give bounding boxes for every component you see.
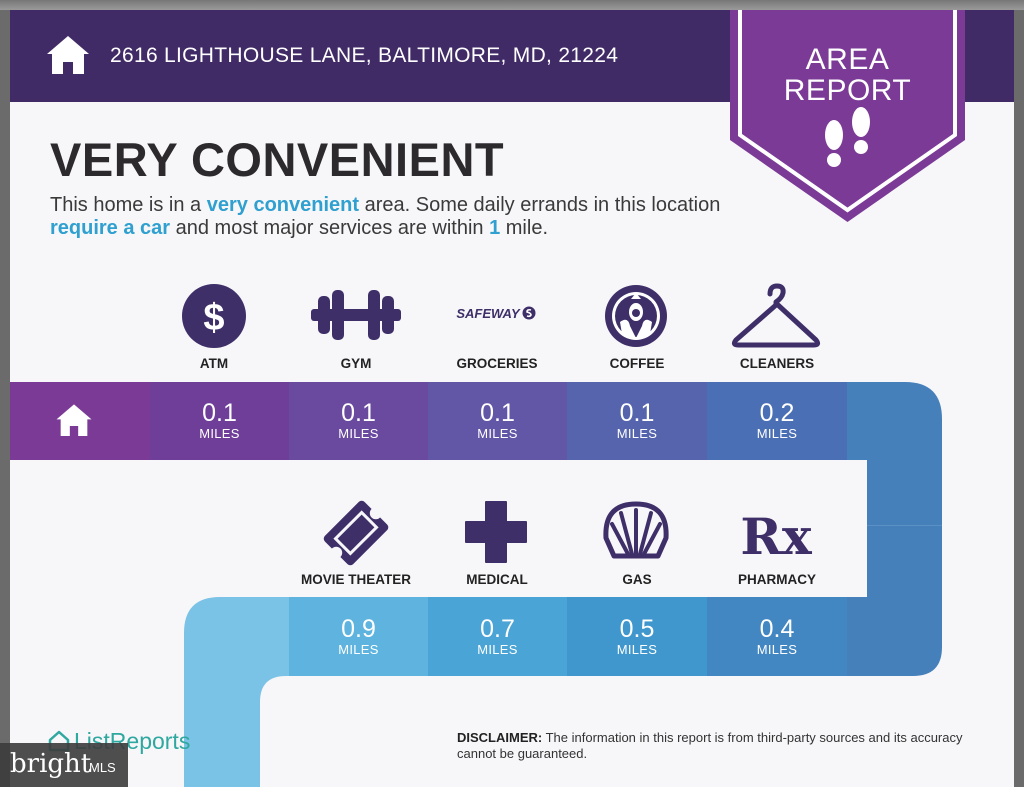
desc-highlight-2: require a car [50, 217, 171, 239]
label-coffee: COFFEE [609, 356, 665, 371]
disclaimer-label: DISCLAIMER: [457, 730, 543, 745]
distance-value: 0.1 [619, 399, 655, 427]
desc-part-1: This home is in a [50, 194, 207, 216]
safeway-logo: SAFEWAY [446, 305, 546, 329]
dollar-icon: $ [182, 284, 246, 348]
distance-unit: MILES [338, 426, 379, 441]
distance-value: 0.9 [341, 615, 376, 643]
distance-value: 0.7 [480, 615, 515, 643]
distance-value: 0.1 [341, 399, 376, 427]
distance-unit: MILES [756, 642, 798, 657]
badge-line-1: AREA [805, 43, 890, 76]
badge-line-2: REPORT [783, 74, 912, 107]
distance-value: 0.2 [759, 399, 795, 427]
hanger-icon [731, 283, 821, 348]
distance-cell-movie-theater: 0.9 MILES [289, 616, 428, 658]
distance-value: 0.1 [480, 399, 515, 427]
distance-cell-medical: 0.7 MILES [428, 616, 567, 658]
watermark-suffix: MLS [89, 760, 116, 775]
label-gym: GYM [340, 356, 372, 371]
desc-highlight-3: 1 [489, 217, 501, 239]
disclaimer-text: The information in this report is from t… [457, 730, 963, 761]
property-address: 2616 LIGHTHOUSE LANE, BALTIMORE, MD, 212… [110, 44, 619, 67]
distance-cell-gas: 0.5 MILES [567, 616, 707, 658]
desc-part-3: and most major services are within [170, 217, 490, 239]
watermark-brand: bright [10, 749, 92, 779]
top-shade [0, 0, 1024, 10]
label-atm: ATM [199, 356, 229, 371]
distance-unit: MILES [756, 426, 798, 441]
badge-title: AREA REPORT [730, 44, 965, 106]
svg-text:Rx: Rx [740, 507, 813, 566]
home-marker-icon [56, 404, 92, 436]
distance-value: 0.5 [619, 615, 655, 643]
svg-text:$: $ [203, 297, 224, 339]
disclaimer: DISCLAIMER: The information in this repo… [457, 730, 997, 762]
area-report-badge [730, 10, 965, 222]
dumbbell-icon [311, 290, 401, 340]
distance-unit: MILES [477, 426, 518, 441]
bright-mls-watermark: bright MLS [0, 743, 128, 787]
distance-value: 0.4 [759, 615, 795, 643]
distance-unit: MILES [616, 642, 658, 657]
distance-cell-atm: 0.1 MILES [150, 400, 289, 442]
label-medical: MEDICAL [466, 572, 528, 587]
area-report-page: 2616 LIGHTHOUSE LANE, BALTIMORE, MD, 212… [10, 10, 1014, 787]
ticket-icon [323, 500, 389, 566]
label-movie-theater: MOVIE THEATER [300, 572, 411, 587]
medical-cross-icon [465, 501, 527, 563]
desc-part-4: mile. [500, 217, 549, 239]
distance-unit: MILES [477, 642, 518, 657]
distance-unit: MILES [616, 426, 658, 441]
label-pharmacy: PHARMACY [737, 572, 816, 587]
distance-value: 0.1 [202, 399, 237, 427]
shell-logo [603, 501, 669, 559]
distance-cell-pharmacy: 0.4 MILES [707, 616, 847, 658]
starbucks-logo [605, 285, 667, 347]
house-icon [47, 36, 89, 74]
distance-unit: MILES [199, 426, 240, 441]
desc-part-2: area. Some daily errands in this locatio… [359, 194, 721, 216]
distance-cell-groceries: 0.1 MILES [428, 400, 567, 442]
route-road [10, 382, 942, 787]
distance-cell-gym: 0.1 MILES [289, 400, 428, 442]
distance-cell-coffee: 0.1 MILES [567, 400, 707, 442]
distance-cell-cleaners: 0.2 MILES [707, 400, 847, 442]
safeway-s-icon [522, 306, 536, 320]
label-cleaners: CLEANERS [739, 356, 815, 371]
distance-unit: MILES [338, 642, 379, 657]
page-title: VERY CONVENIENT [50, 133, 505, 186]
footprints-icon [825, 107, 870, 167]
description: This home is in a very convenient area. … [50, 194, 750, 240]
label-gas: GAS [622, 572, 652, 587]
safeway-logo-text: SAFEWAY [456, 306, 520, 321]
rx-icon: Rx [740, 507, 813, 566]
label-groceries: GROCERIES [456, 356, 538, 371]
desc-highlight-1: very convenient [206, 194, 360, 216]
